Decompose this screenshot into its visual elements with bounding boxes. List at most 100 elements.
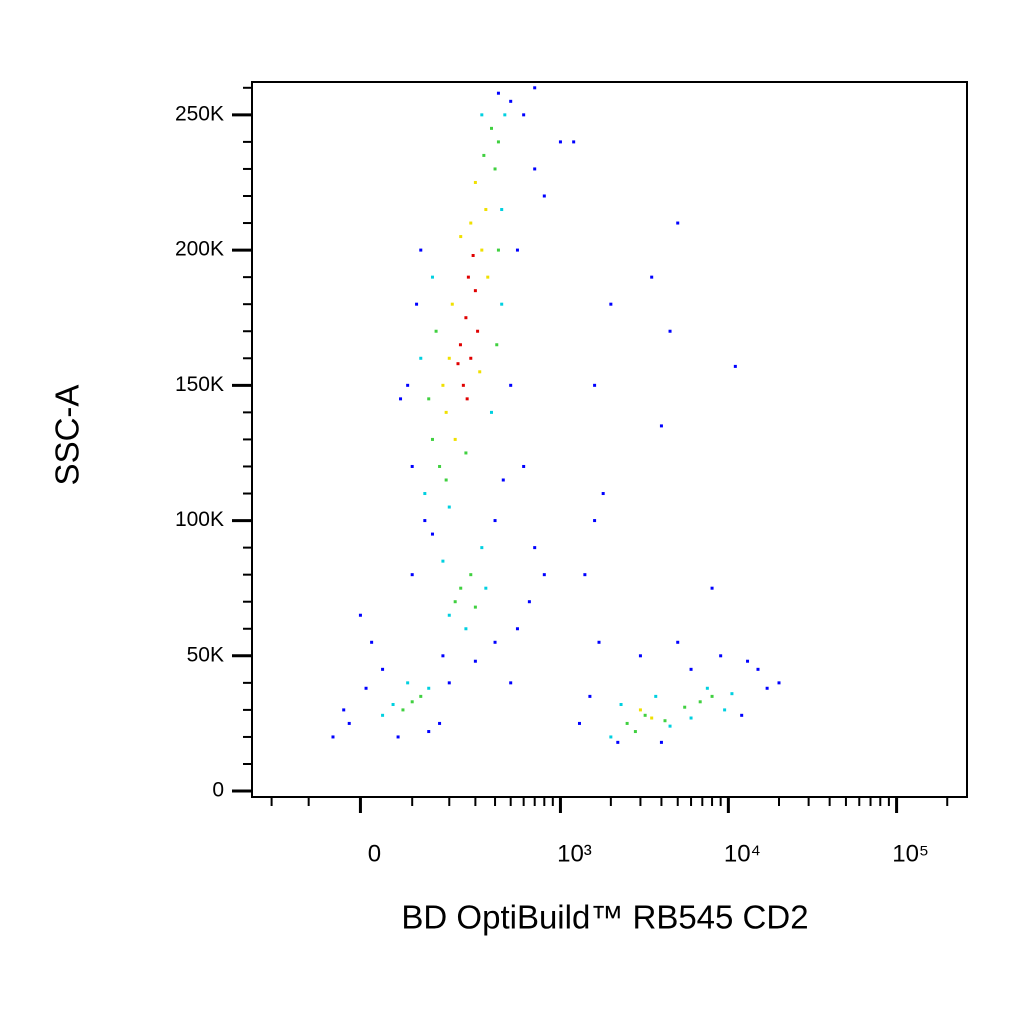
event-dot — [756, 667, 760, 671]
event-dot — [438, 464, 442, 468]
event-dot — [484, 586, 488, 590]
event-dot — [583, 573, 587, 577]
event-dot — [401, 708, 405, 712]
event-dot — [542, 194, 546, 198]
event-dot — [609, 302, 613, 306]
event-dot — [533, 546, 537, 550]
event-dot — [723, 708, 727, 712]
event-dot — [430, 532, 434, 536]
event-dot — [650, 716, 654, 720]
event-dot — [447, 681, 451, 685]
event-dot — [733, 364, 737, 368]
x-tick-label: 0 — [368, 840, 381, 867]
event-dot — [663, 719, 667, 723]
y-tick-label: 200K — [175, 238, 224, 261]
event-dot — [447, 356, 451, 360]
event-dot — [419, 356, 423, 360]
event-dot — [496, 248, 500, 252]
event-dot — [480, 113, 484, 117]
event-dot — [765, 686, 769, 690]
event-dot — [459, 235, 463, 239]
event-dot — [533, 86, 537, 90]
event-dot — [406, 681, 410, 685]
event-dot — [698, 700, 702, 704]
event-dot — [654, 694, 658, 698]
event-dot — [659, 424, 663, 428]
event-dot — [705, 686, 709, 690]
event-dot — [777, 681, 781, 685]
event-dot — [396, 735, 400, 739]
event-dot — [500, 302, 504, 306]
event-dot — [710, 586, 714, 590]
event-dot — [381, 667, 385, 671]
event-dot — [480, 546, 484, 550]
event-dot — [719, 654, 723, 658]
event-dot — [441, 559, 445, 563]
x-axis-label: BD OptiBuild™ RB545 CD2 — [401, 899, 808, 936]
event-dot — [659, 740, 663, 744]
event-dot — [597, 640, 601, 644]
y-tick-label: 0 — [212, 779, 224, 802]
event-dot — [609, 735, 613, 739]
event-dot — [480, 248, 484, 252]
event-dot — [495, 343, 499, 347]
event-dot — [503, 113, 507, 117]
event-dot — [461, 383, 465, 387]
event-dot — [542, 573, 546, 577]
event-dot — [558, 140, 562, 144]
event-dot — [456, 362, 460, 366]
event-dot — [740, 713, 744, 717]
event-dot — [427, 686, 431, 690]
event-dot — [572, 140, 576, 144]
event-dot — [473, 605, 477, 609]
event-dot — [676, 640, 680, 644]
event-dot — [410, 700, 414, 704]
event-dot — [643, 713, 647, 717]
event-dot — [471, 253, 475, 257]
event-dot — [676, 221, 680, 225]
event-dot — [364, 686, 368, 690]
event-dot — [441, 383, 445, 387]
event-dot — [469, 356, 473, 360]
event-dot — [459, 586, 463, 590]
event-dot — [464, 316, 468, 320]
event-dot — [406, 383, 410, 387]
y-axis-label: SSC-A — [49, 385, 86, 486]
event-dot — [423, 519, 427, 523]
event-dot — [493, 167, 497, 171]
event-dot — [444, 410, 448, 414]
event-dot — [730, 692, 734, 696]
event-dot — [710, 694, 714, 698]
event-dot — [489, 126, 493, 130]
event-dot — [331, 735, 335, 739]
event-dot — [533, 167, 537, 171]
event-dot — [465, 397, 469, 401]
event-dot — [419, 248, 423, 252]
event-dot — [683, 705, 687, 709]
event-dot — [473, 659, 477, 663]
event-dot — [509, 681, 513, 685]
event-dot — [464, 627, 468, 631]
event-dot — [441, 654, 445, 658]
event-dot — [430, 275, 434, 279]
event-dot — [509, 99, 513, 103]
event-dot — [638, 654, 642, 658]
event-dot — [509, 383, 513, 387]
event-dot — [593, 383, 597, 387]
event-dot — [476, 329, 480, 333]
x-tick-label: 10⁵ — [892, 840, 929, 867]
event-dot — [601, 492, 605, 496]
y-tick-label: 50K — [187, 643, 224, 666]
event-dot — [447, 613, 451, 617]
event-dot — [342, 708, 346, 712]
event-dot — [493, 640, 497, 644]
event-dot — [444, 478, 448, 482]
event-dot — [453, 437, 457, 441]
event-dot — [347, 721, 351, 725]
event-dot — [391, 702, 395, 706]
event-dot — [381, 713, 385, 717]
event-dot — [689, 667, 693, 671]
event-dot — [438, 721, 442, 725]
